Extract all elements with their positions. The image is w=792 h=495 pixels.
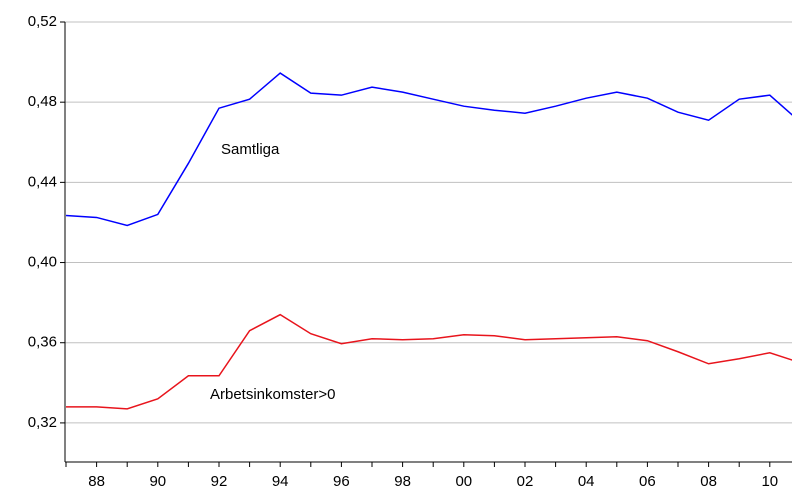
x-tick-label: 98 bbox=[394, 473, 411, 490]
plot-area bbox=[65, 72, 792, 410]
x-tick-label: 94 bbox=[272, 473, 289, 490]
series-label: Samtliga bbox=[221, 141, 280, 158]
series-line bbox=[66, 313, 792, 410]
x-tick-label: 04 bbox=[578, 473, 595, 490]
y-tick-label: 0,52 bbox=[28, 13, 57, 30]
x-tick-label: 90 bbox=[149, 473, 166, 490]
x-tick-label: 10 bbox=[761, 473, 778, 490]
y-tick-label: 0,48 bbox=[28, 93, 57, 110]
y-tick-label: 0,40 bbox=[28, 254, 57, 271]
y-tick-label: 0,32 bbox=[28, 414, 57, 431]
x-tick-label: 08 bbox=[700, 473, 717, 490]
x-tick-label: 02 bbox=[517, 473, 534, 490]
grid bbox=[65, 21, 792, 424]
y-tick-label: 0,44 bbox=[28, 173, 57, 190]
series-label: Arbetsinkomster>0 bbox=[210, 386, 335, 403]
x-tick-label: 06 bbox=[639, 473, 656, 490]
x-tick-label: 96 bbox=[333, 473, 350, 490]
x-tick-label: 00 bbox=[455, 473, 472, 490]
y-tick-label: 0,36 bbox=[28, 334, 57, 351]
series-line bbox=[65, 72, 792, 227]
x-tick-label: 88 bbox=[88, 473, 105, 490]
x-tick-label: 92 bbox=[211, 473, 228, 490]
